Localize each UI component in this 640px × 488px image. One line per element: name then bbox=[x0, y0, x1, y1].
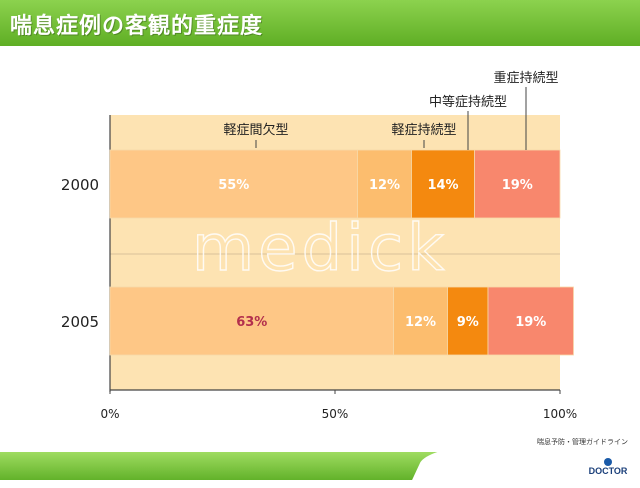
data-label: 14% bbox=[427, 178, 458, 193]
doctor-logo: DOCTOR bbox=[578, 458, 638, 478]
logo-text: DOCTOR bbox=[588, 466, 628, 476]
bar-segment bbox=[393, 286, 448, 356]
watermark: medick bbox=[192, 212, 448, 286]
series-callout-label: 軽症持続型 bbox=[391, 123, 456, 138]
bar-segment bbox=[447, 286, 489, 356]
source-note: 喘息予防・管理ガイドライン bbox=[537, 438, 628, 446]
bar-segment bbox=[474, 149, 561, 219]
header-bar: 喘息症例の客観的重症度 bbox=[0, 0, 640, 46]
category-label: 2005 bbox=[61, 313, 99, 331]
data-label: 19% bbox=[515, 315, 546, 330]
x-tick-label: 100% bbox=[543, 407, 577, 421]
series-callout-label: 中等症持続型 bbox=[429, 94, 507, 110]
data-label: 19% bbox=[502, 178, 533, 193]
series-callout-label: 重症持続型 bbox=[493, 70, 558, 86]
data-label: 63% bbox=[236, 315, 267, 330]
data-label: 12% bbox=[369, 178, 400, 193]
bar-segment bbox=[487, 286, 574, 356]
x-tick-label: 0% bbox=[100, 407, 119, 421]
doctor-logo-icon bbox=[604, 458, 612, 466]
data-label: 9% bbox=[457, 315, 479, 330]
series-callout-label: 軽症間欠型 bbox=[223, 122, 288, 138]
page-title: 喘息症例の客観的重症度 bbox=[10, 14, 264, 39]
category-label: 2000 bbox=[61, 176, 99, 194]
bar-segment bbox=[109, 149, 358, 219]
data-label: 55% bbox=[218, 178, 249, 193]
x-tick-label: 50% bbox=[322, 407, 349, 421]
bar-segment bbox=[411, 149, 475, 219]
bar-segment bbox=[109, 286, 394, 356]
data-label: 12% bbox=[405, 315, 436, 330]
